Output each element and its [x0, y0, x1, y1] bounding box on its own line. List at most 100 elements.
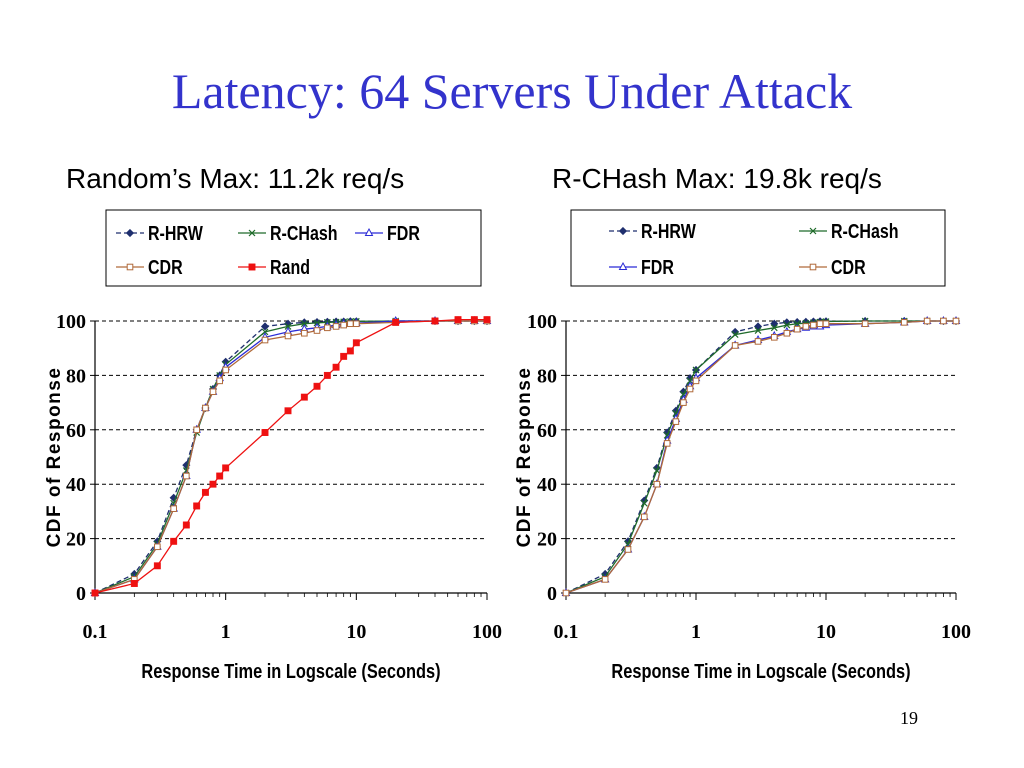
right-data-point-r-chash — [653, 467, 661, 475]
left-y-tick-label: 40 — [66, 474, 86, 496]
left-data-point-cdr — [324, 324, 331, 332]
left-data-point-rand — [346, 347, 354, 355]
right-data-point-cdr — [686, 385, 694, 393]
right-series-r-hrw — [561, 316, 961, 598]
right-data-point-cdr — [754, 338, 762, 345]
left-legend-label-rand: Rand — [270, 256, 310, 278]
left-data-point-rand — [392, 318, 400, 326]
right-data-point-cdr — [810, 321, 817, 329]
left-data-point-cdr — [216, 377, 223, 385]
right-legend-marker-r-hrw — [618, 226, 628, 236]
left-legend-box — [105, 209, 482, 287]
right-data-point-cdr — [692, 377, 700, 385]
right-data-point-r-chash — [640, 499, 648, 507]
left-data-point-cdr — [193, 426, 200, 434]
right-data-point-cdr — [601, 576, 609, 583]
right-data-point-r-chash — [770, 324, 778, 332]
left-data-point-cdr — [313, 327, 321, 334]
left-data-point-rand — [454, 316, 462, 324]
left-data-point-rand — [332, 363, 340, 371]
right-data-point-r-chash — [731, 331, 739, 339]
right-legend-marker-r-chash — [809, 227, 817, 235]
right-data-point-cdr — [640, 513, 648, 521]
right-series-cdr — [562, 317, 960, 597]
left-legend-label-r-chash: R-CHash — [270, 222, 338, 244]
right-data-point-cdr — [793, 325, 801, 333]
left-x-tick-label: 100 — [472, 621, 502, 643]
left-y-tick-label: 60 — [66, 420, 86, 442]
right-legend: R-HRW R-CHash FDR CDR — [570, 209, 946, 287]
left-series-line-cdr — [94, 320, 487, 594]
right-data-point-cdr — [940, 317, 947, 325]
left-data-point-cdr — [332, 323, 340, 330]
left-data-point-rand — [182, 521, 190, 529]
left-x-axis-label: Response Time in Logscale (Seconds) — [141, 659, 440, 682]
left-series-cdr — [91, 317, 491, 597]
right-data-point-cdr — [770, 334, 778, 341]
left-data-point-cdr — [183, 472, 190, 480]
left-data-point-rand — [153, 562, 161, 570]
left-data-point-rand — [261, 429, 269, 436]
left-data-point-cdr — [347, 320, 354, 328]
left-data-point-cdr — [353, 320, 360, 328]
left-data-point-cdr — [284, 332, 292, 340]
left-series-fdr — [90, 315, 492, 596]
left-y-tick-label: 20 — [66, 529, 86, 551]
left-data-point-rand — [222, 464, 230, 472]
left-data-point-rand — [130, 580, 138, 587]
right-legend-label-r-hrw: R-HRW — [641, 220, 697, 242]
right-legend-label-fdr: FDR — [641, 256, 674, 278]
page-number: 19 — [900, 708, 918, 728]
left-x-tick-label: 1 — [221, 621, 231, 643]
right-data-point-cdr — [663, 440, 671, 447]
left-chart-title: Random’s Max: 11.2k req/s — [66, 163, 405, 194]
left-data-point-rand — [284, 407, 292, 415]
left-data-point-cdr — [301, 329, 308, 337]
left-y-axis-label: CDF of Response — [44, 367, 65, 548]
right-data-point-cdr — [923, 317, 931, 325]
right-data-point-cdr — [672, 418, 680, 425]
left-data-point-rand — [216, 472, 224, 480]
left-data-point-cdr — [209, 388, 217, 396]
left-data-point-rand — [193, 502, 201, 510]
right-data-point-cdr — [624, 546, 632, 553]
left-data-point-cdr — [170, 505, 177, 512]
left-legend-marker-r-hrw — [125, 228, 135, 238]
right-y-axis-label: CDF of Response — [514, 367, 535, 548]
left-chart-group: 0 20 40 60 80 100 0.1 1 10 100 Response Time in Lo… — [44, 209, 502, 682]
left-legend-marker-cdr — [126, 263, 134, 271]
left-data-point-cdr — [154, 543, 161, 551]
right-x-tick-label: 10 — [816, 621, 836, 643]
left-data-point-rand — [431, 317, 439, 325]
right-data-point-cdr — [861, 320, 869, 328]
left-data-point-r-hrw — [260, 322, 270, 331]
left-y-tick-label: 80 — [66, 365, 86, 387]
right-data-point-cdr — [783, 329, 791, 337]
right-y-tick-label: 20 — [537, 529, 557, 551]
right-legend-marker-cdr — [809, 263, 817, 271]
left-data-point-rand — [470, 316, 478, 324]
left-data-point-rand — [170, 537, 178, 545]
right-data-point-r-chash — [754, 327, 762, 334]
left-data-point-r-chash — [284, 323, 292, 330]
left-legend-label-cdr: CDR — [148, 256, 183, 278]
left-legend-label-r-hrw: R-HRW — [148, 222, 204, 244]
left-x-tick-label: 0.1 — [83, 621, 108, 643]
left-data-point-rand — [340, 352, 348, 360]
left-data-point-rand — [201, 488, 209, 496]
right-data-point-r-chash — [793, 320, 801, 328]
right-data-point-cdr — [900, 319, 908, 326]
right-data-point-cdr — [952, 317, 960, 325]
left-legend-label-fdr: FDR — [387, 222, 420, 244]
right-x-tick-label: 0.1 — [554, 621, 579, 643]
right-data-point-cdr — [562, 589, 570, 597]
left-data-point-cdr — [261, 336, 269, 344]
left-legend-marker-r-chash — [248, 229, 256, 237]
right-x-axis-label: Response Time in Logscale (Seconds) — [611, 659, 910, 682]
left-data-point-rand — [91, 589, 99, 597]
left-data-point-r-chash — [300, 320, 308, 328]
right-data-point-cdr — [816, 320, 824, 328]
left-data-point-cdr — [202, 404, 209, 412]
left-y-tick-label: 0 — [76, 583, 86, 605]
